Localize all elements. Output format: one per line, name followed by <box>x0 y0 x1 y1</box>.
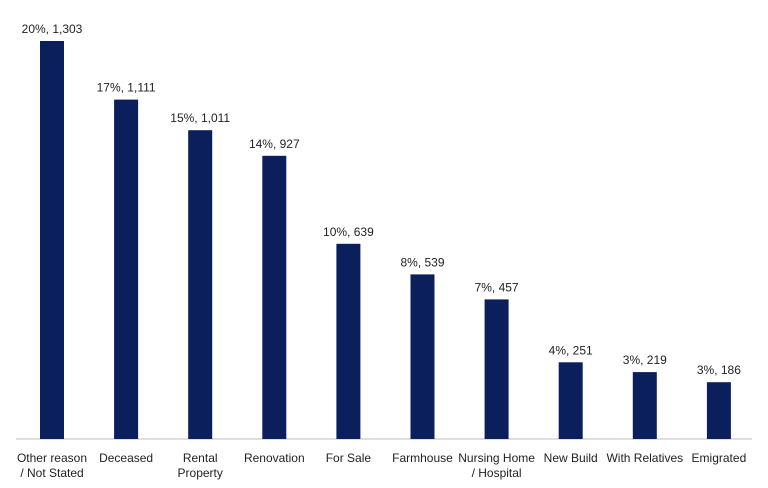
x-tick-label-1: Deceased <box>99 451 153 465</box>
bar-4 <box>336 243 361 439</box>
x-tick-label-9: Emigrated <box>692 451 747 465</box>
bar-6 <box>484 299 509 439</box>
data-label-9: 3%, 186 <box>697 363 741 377</box>
data-label-8: 3%, 219 <box>623 353 667 367</box>
data-label-2: 15%, 1,011 <box>170 111 230 125</box>
x-tick-label-7: New Build <box>544 451 598 465</box>
x-tick-labels-group: Other reason / Not Stated Deceased Rental Pr… <box>17 451 746 480</box>
x-tick-label-3: Renovation <box>244 451 305 465</box>
data-labels-group: 20%, 1,303 17%, 1,111 15%, 1,011 14%, 927 10… <box>22 22 742 377</box>
x-tick-label-6: Nursing Home / Hospital <box>458 451 535 480</box>
data-label-0: 20%, 1,303 <box>22 22 83 36</box>
data-label-5: 8%, 539 <box>400 255 444 269</box>
bar-1 <box>114 99 139 439</box>
bar-3 <box>262 155 287 440</box>
x-tick-label-2: Rental Property <box>178 451 223 480</box>
bar-5 <box>410 274 435 439</box>
bar-9 <box>706 382 731 439</box>
x-tick-label-4: For Sale <box>326 451 372 465</box>
bar-0 <box>40 41 64 439</box>
bar-2 <box>188 130 213 439</box>
x-tick-label-0: Other reason / Not Stated <box>17 451 87 480</box>
data-label-3: 14%, 927 <box>249 137 300 151</box>
bar-8 <box>632 372 657 439</box>
data-label-4: 10%, 639 <box>323 225 374 239</box>
bars-group <box>40 41 731 440</box>
x-tick-label-5: Farmhouse <box>392 451 453 465</box>
data-label-7: 4%, 251 <box>549 343 593 357</box>
data-label-6: 7%, 457 <box>475 280 519 294</box>
x-tick-label-8: With Relatives <box>606 451 683 465</box>
data-label-1: 17%, 1,111 <box>97 81 156 95</box>
bar-7 <box>558 362 583 439</box>
